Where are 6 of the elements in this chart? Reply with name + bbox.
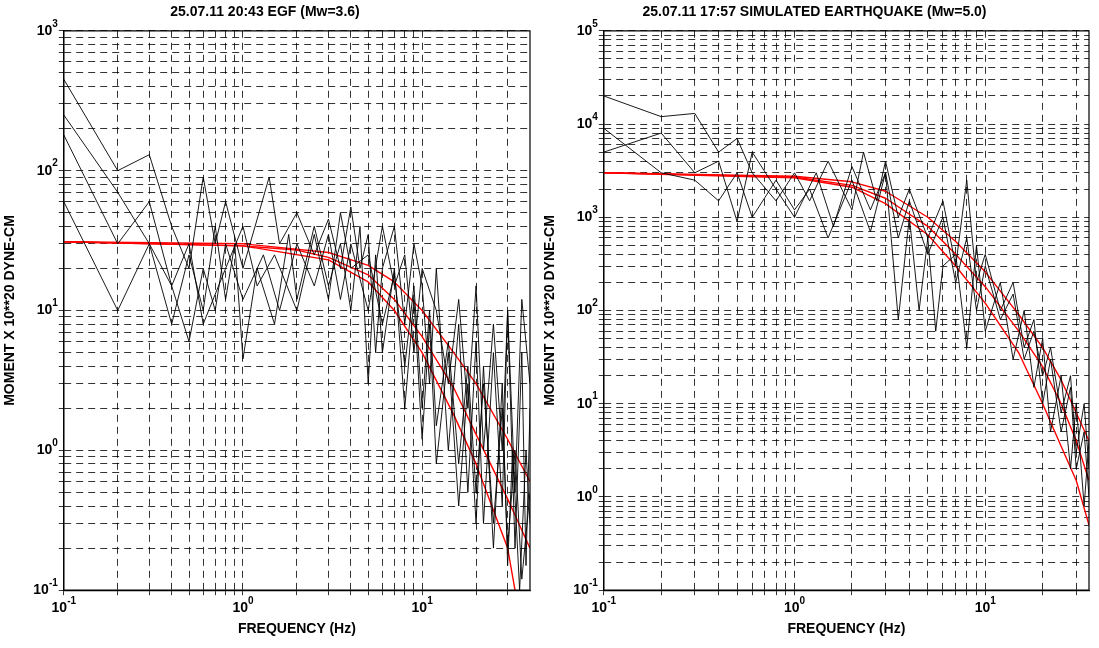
y-axis-title: MOMENT X 10**20 DYNE-CM [541, 215, 558, 406]
x-axis-title: FREQUENCY (Hz) [237, 620, 356, 637]
chart-title: 25.07.11 20:43 EGF (Mw=3.6) [170, 3, 360, 20]
y-axis-title: MOMENT X 10**20 DYNE-CM [1, 215, 18, 406]
x-axis-title: FREQUENCY (Hz) [787, 620, 906, 637]
chart-title: 25.07.11 17:57 SIMULATED EARTHQUAKE (Mw=5.0) [642, 3, 987, 20]
